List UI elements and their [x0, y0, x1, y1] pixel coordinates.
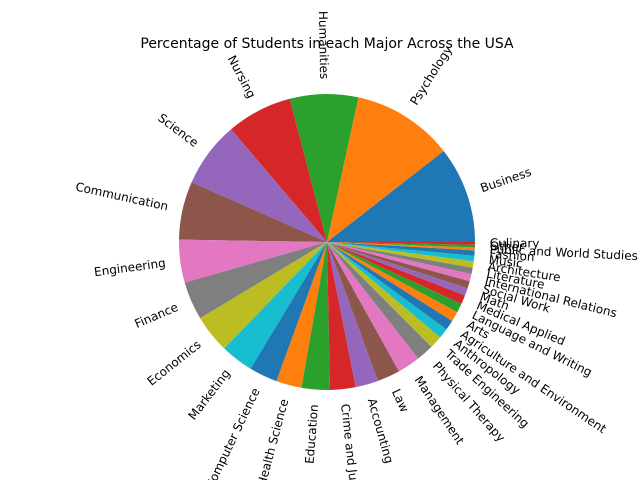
slice-label: Fashion [489, 247, 535, 264]
pie-wedge [301, 242, 331, 390]
slice-label: Communication [74, 180, 169, 214]
pie-wedge [224, 242, 327, 369]
pie-wedge [327, 242, 470, 289]
slice-label: Engineering [93, 256, 166, 279]
pie-wedge [327, 242, 475, 251]
pie-wedge [327, 242, 475, 245]
pie-wedge [327, 242, 475, 248]
pie-wedge [327, 242, 441, 347]
pie-wedge [327, 150, 475, 242]
pie-wedge [250, 242, 327, 382]
pie-wedge [179, 239, 327, 283]
pie-wedge [327, 242, 468, 296]
slice-label: Accounting [365, 397, 397, 465]
slice-label: Psychology [407, 43, 455, 107]
slice-label: Humanities [316, 11, 331, 80]
pie-wedge [289, 94, 359, 243]
pie-wedge [327, 242, 458, 321]
slice-label: Marketing [185, 367, 233, 423]
slice-label: Culinary [490, 236, 540, 250]
pie-wedge [327, 242, 475, 256]
pie-wedge [327, 242, 466, 304]
slice-label: Business [479, 165, 534, 195]
pie-wedge [327, 242, 399, 381]
pie [179, 94, 475, 390]
pie-wedge [179, 182, 327, 242]
pie-wedge [327, 242, 475, 262]
pie-wedge [327, 97, 444, 242]
pie-wedge [191, 129, 327, 242]
pie-wedge [327, 242, 462, 313]
slice-label: Economics [145, 337, 204, 388]
slice-label: Other [490, 239, 525, 254]
pie-wedge [327, 242, 473, 275]
pie-wedge [327, 242, 474, 268]
slice-label: Science [155, 111, 201, 150]
pie-wedge [327, 242, 472, 282]
pie-wedge [327, 242, 378, 388]
chart-title: Percentage of Students in each Major Acr… [140, 36, 514, 52]
pie-wedge [184, 242, 327, 319]
slice-label: Public and World Studies [489, 242, 638, 263]
pie-wedge [231, 98, 327, 242]
slice-label: Finance [133, 300, 181, 331]
pie-wedge [327, 242, 447, 338]
pie-wedge [327, 242, 419, 372]
pie-wedge [327, 242, 453, 330]
pie-wedge [276, 242, 327, 388]
slice-label: Health Science [255, 397, 292, 480]
pie-wedge [327, 242, 432, 359]
pie-wedge [327, 242, 356, 390]
slice-label: Law [389, 387, 412, 415]
slice-label: Music [488, 253, 524, 271]
slice-label: Nursing [225, 53, 259, 101]
pie-wedge [200, 242, 327, 349]
slice-label: Crime and Justice [338, 403, 363, 480]
slice-label: Education [302, 404, 321, 465]
